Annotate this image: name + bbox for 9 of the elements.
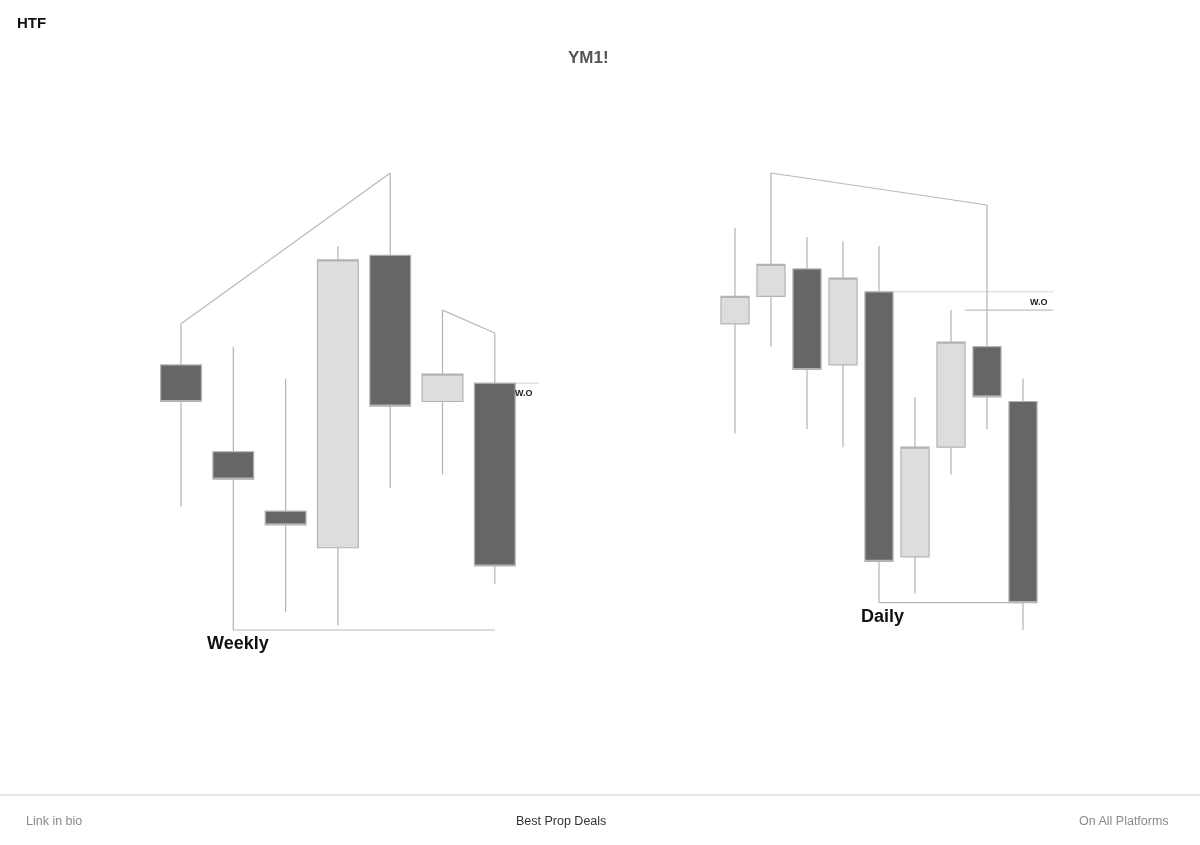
ref-line-label: W.O: [1030, 297, 1048, 307]
text: Weekly: [207, 633, 269, 653]
text: Link in bio: [26, 814, 83, 828]
text: Daily: [861, 606, 905, 626]
text: HTF: [17, 14, 47, 31]
ref-line-label: W.O: [515, 388, 533, 398]
text: YM1!: [568, 48, 609, 67]
text: On All Platforms: [1079, 814, 1169, 828]
text: Best Prop Deals: [516, 814, 607, 828]
